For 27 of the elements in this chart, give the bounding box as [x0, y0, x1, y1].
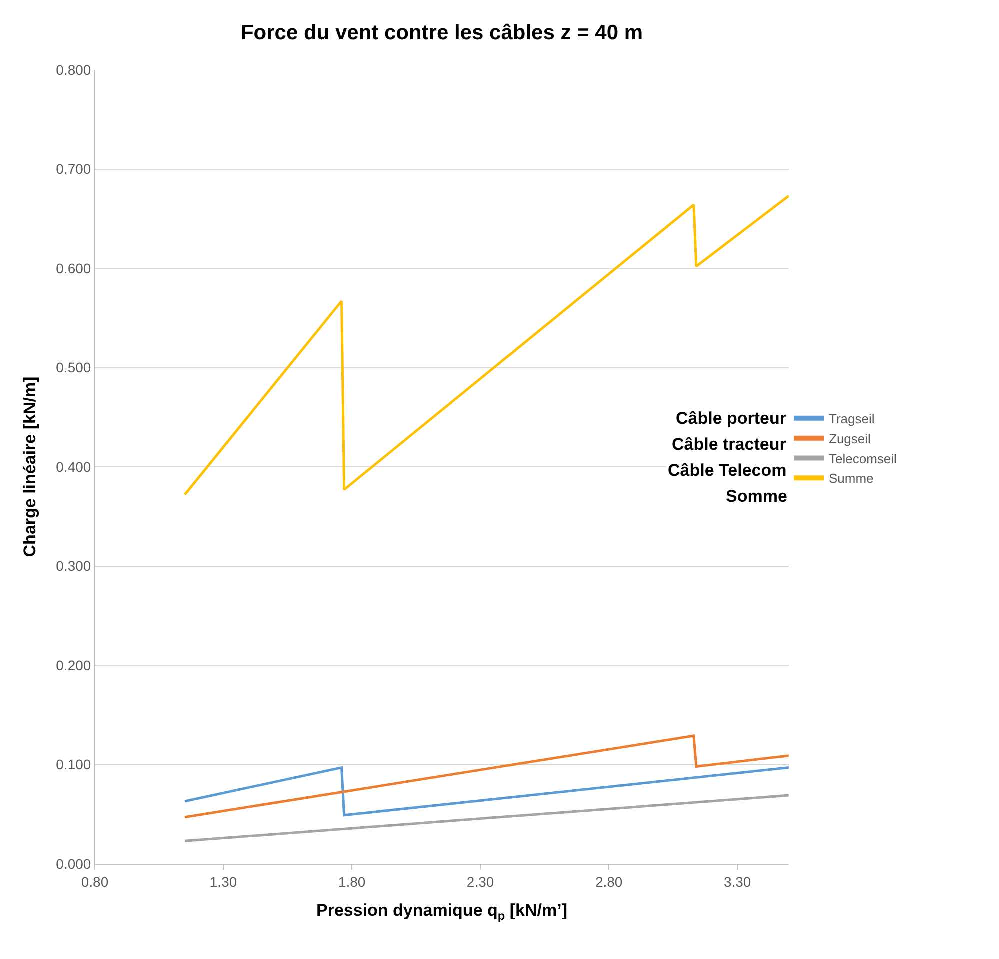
y-tick-label: 0.100: [56, 756, 92, 773]
legend-label: Telecomseil: [829, 451, 898, 466]
y-tick-label: 0.500: [56, 360, 92, 376]
annotation: Câble Telecom: [668, 461, 787, 480]
y-tick-label: 0.700: [56, 161, 92, 178]
annotation: Câble porteur: [676, 409, 787, 428]
x-tick-label: 0.80: [81, 874, 109, 890]
y-tick-label: 0.600: [56, 260, 92, 276]
line-series: [184, 734, 789, 819]
legend-label: Tragseil: [829, 412, 875, 426]
y-tick-label: 0.000: [56, 856, 92, 872]
legend-label: Zugseil: [829, 431, 872, 446]
y-tick-label: 0.300: [56, 558, 92, 574]
y-tick-label: 0.200: [56, 657, 92, 674]
y-tick-label: 0.400: [56, 458, 92, 475]
annotation: Somme: [726, 487, 788, 506]
chart-title: Force du vent contre les câbles z = 40 m: [240, 22, 644, 45]
x-tick-label: 1.30: [210, 874, 238, 890]
x-tick-label: 3.30: [724, 874, 752, 890]
x-axis-title: Pression dynamique q$_{p}$ [kN/m’]: [316, 901, 568, 923]
y-tick-label: 0.800: [56, 62, 92, 78]
x-tick-label: 2.30: [466, 874, 494, 890]
x-tick-label: 1.80: [338, 874, 366, 890]
legend-label: Summe: [829, 471, 874, 486]
annotation: Câble tracteur: [672, 435, 787, 454]
x-tick-label: 2.80: [595, 874, 623, 890]
y-axis-title: Charge linéaire [kN/m]: [20, 376, 40, 558]
